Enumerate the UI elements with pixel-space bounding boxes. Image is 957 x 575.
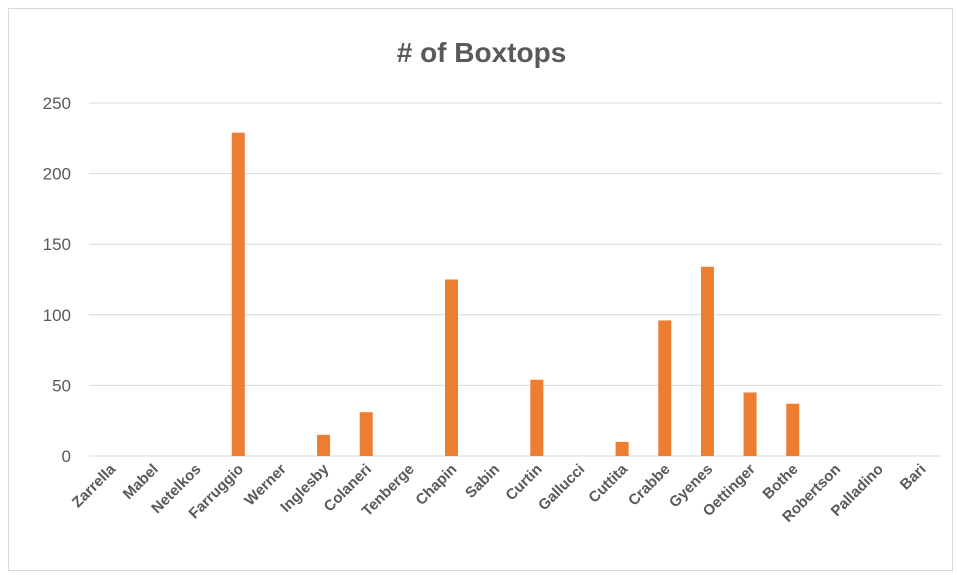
x-tick-label: Crabbe [625,461,674,510]
bar-curtin [530,379,544,456]
bar-colaneri [359,412,373,456]
gridlines [89,102,942,457]
chart-title: # of Boxtops [396,37,567,68]
bar-chapin [445,279,459,456]
y-tick-label: 200 [43,165,71,184]
x-tick-label: Cuttita [585,460,631,506]
x-tick-label: Gallucci [535,461,588,514]
x-axis-labels: Zarrella MabelNetelkosFarruggioWernerIngl… [69,460,930,526]
y-tick-label: 0 [62,447,71,466]
bars [231,132,800,456]
bar-inglesby [317,434,331,456]
y-tick-label: 250 [43,94,71,113]
bar-farruggio [231,132,245,456]
x-tick-label: Bari [897,461,930,494]
bar-crabbe [658,320,672,456]
chart-frame: # of Boxtops 0 50 100 150 200 250 Zarrella Mab… [8,8,953,571]
y-axis-ticks: 0 50 100 150 200 250 [43,94,71,466]
y-tick-label: 100 [43,306,71,325]
x-tick-label: Zarrella [69,460,120,511]
y-tick-label: 50 [52,376,71,395]
bar-gyenes [700,266,714,456]
bar-oettinger [743,392,757,456]
x-tick-label: Sabin [462,461,503,502]
x-tick-label: Chapin [412,461,460,509]
bar-cuttita [615,441,629,456]
bar-chart: 0 50 100 150 200 250 Zarrella MabelNetelkosFar… [43,94,942,526]
y-tick-label: 150 [43,235,71,254]
bar-bothe [786,403,800,456]
